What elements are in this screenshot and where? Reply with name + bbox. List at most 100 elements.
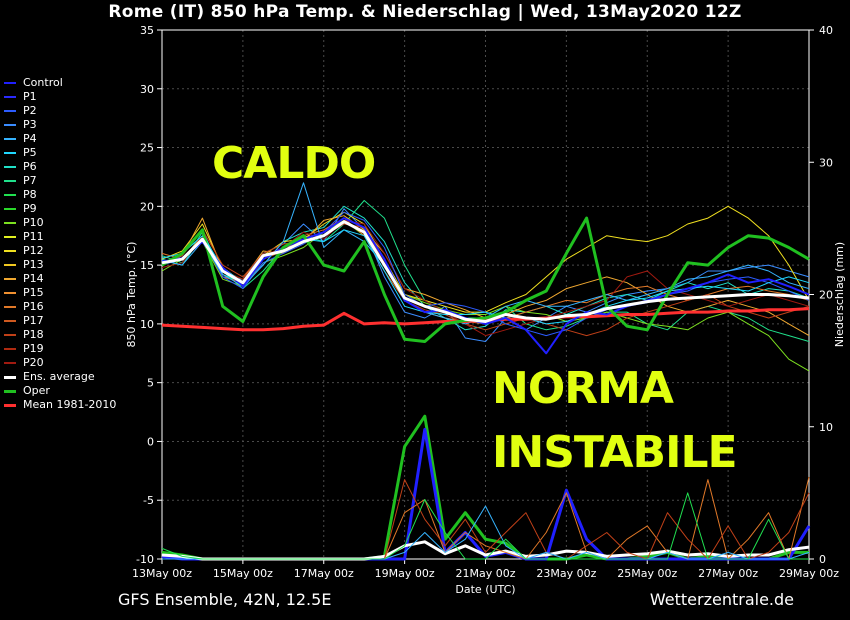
source-credit: Wetterzentrale.de — [649, 590, 794, 609]
legend-item: P1 — [4, 90, 116, 104]
x-tick-label: 13May 00z — [132, 567, 192, 580]
legend-item: P7 — [4, 174, 116, 188]
legend-label: P9 — [23, 202, 37, 215]
y-tick-label: -10 — [136, 553, 154, 566]
legend-swatch — [4, 348, 16, 350]
legend-label: Mean 1981-2010 — [23, 398, 117, 411]
legend-label: Oper — [23, 384, 50, 397]
legend-item: P5 — [4, 146, 116, 160]
model-info: GFS Ensemble, 42N, 12.5E — [118, 590, 332, 609]
legend-swatch — [4, 208, 16, 210]
legend-item: P3 — [4, 118, 116, 132]
legend-swatch — [4, 236, 16, 238]
legend: Control P1 P2 P3 P4 P5 P6 P7 P8 P9 P10 P11 P12 P13 P14… — [4, 76, 116, 412]
legend-item: P16 — [4, 300, 116, 314]
legend-item: Control — [4, 76, 116, 90]
legend-label: P4 — [23, 132, 37, 145]
y2-axis-label: Niederschlag (mm) — [833, 242, 846, 347]
legend-item: P12 — [4, 244, 116, 258]
legend-label: P17 — [23, 314, 44, 327]
y-tick-label: 30 — [140, 83, 154, 96]
legend-label: P6 — [23, 160, 37, 173]
annotation-instabile: INSTABILE — [492, 427, 738, 478]
legend-label: P13 — [23, 258, 44, 271]
legend-item: P10 — [4, 216, 116, 230]
legend-swatch — [4, 96, 16, 98]
series-line — [161, 216, 810, 343]
legend-swatch — [4, 264, 16, 266]
legend-label: P16 — [23, 300, 44, 313]
annotation-norma: NORMA — [492, 363, 674, 414]
legend-swatch — [4, 166, 16, 168]
y2-tick-label: 40 — [819, 24, 833, 37]
legend-item: P11 — [4, 230, 116, 244]
y2-tick-label: 0 — [819, 553, 826, 566]
legend-item: P19 — [4, 342, 116, 356]
x-tick-label: 27May 00z — [698, 567, 758, 580]
legend-item: P4 — [4, 132, 116, 146]
legend-item: P8 — [4, 188, 116, 202]
legend-label: P19 — [23, 342, 44, 355]
member-line — [161, 182, 810, 325]
legend-label: P1 — [23, 90, 37, 103]
legend-label: P11 — [23, 230, 44, 243]
legend-item: P9 — [4, 202, 116, 216]
legend-label: P5 — [23, 146, 37, 159]
x-tick-label: 17May 00z — [294, 567, 354, 580]
legend-swatch — [4, 152, 16, 154]
legend-label: Control — [23, 76, 63, 89]
legend-item: P18 — [4, 328, 116, 342]
legend-swatch — [4, 278, 16, 280]
legend-item: Ens. average — [4, 370, 116, 384]
legend-label: P18 — [23, 328, 44, 341]
legend-label: P8 — [23, 188, 37, 201]
x-tick-label: 21May 00z — [455, 567, 515, 580]
y-axis-label: 850 hPa Temp. (°C) — [125, 242, 138, 348]
legend-swatch — [4, 250, 16, 252]
x-axis-label: Date (UTC) — [455, 583, 515, 596]
y-tick-label: 20 — [140, 200, 154, 213]
legend-item: P17 — [4, 314, 116, 328]
y2-tick-label: 20 — [819, 289, 833, 302]
precip-line — [161, 492, 809, 560]
legend-swatch — [4, 362, 16, 364]
legend-label: P15 — [23, 286, 44, 299]
y-tick-label: 25 — [140, 142, 154, 155]
legend-label: P3 — [23, 118, 37, 131]
legend-swatch — [4, 110, 16, 112]
legend-swatch — [4, 403, 16, 407]
y-tick-label: 5 — [147, 377, 154, 390]
legend-swatch — [4, 180, 16, 182]
legend-swatch — [4, 82, 16, 84]
y-tick-label: 15 — [140, 259, 154, 272]
x-tick-label: 15May 00z — [213, 567, 273, 580]
y2-tick-label: 30 — [819, 156, 833, 169]
legend-item: P20 — [4, 356, 116, 370]
y-tick-label: 0 — [147, 435, 154, 448]
legend-swatch — [4, 292, 16, 294]
x-tick-label: 23May 00z — [536, 567, 596, 580]
annotation-caldo: CALDO — [212, 138, 376, 189]
member-line — [161, 219, 810, 372]
legend-label: P14 — [23, 272, 44, 285]
legend-item: P14 — [4, 272, 116, 286]
legend-swatch — [4, 222, 16, 224]
legend-swatch — [4, 334, 16, 336]
x-tick-label: 25May 00z — [617, 567, 677, 580]
legend-swatch — [4, 389, 16, 393]
legend-label: P2 — [23, 104, 37, 117]
legend-swatch — [4, 320, 16, 322]
legend-swatch — [4, 306, 16, 308]
plot-frame — [161, 29, 810, 560]
y-tick-label: 35 — [140, 24, 154, 37]
x-tick-label: 29May 00z — [779, 567, 839, 580]
legend-label: P7 — [23, 174, 37, 187]
legend-label: P10 — [23, 216, 44, 229]
x-tick-label: 19May 00z — [375, 567, 435, 580]
legend-swatch — [4, 194, 16, 196]
legend-swatch — [4, 138, 16, 140]
y-tick-label: 10 — [140, 318, 154, 331]
legend-item: P15 — [4, 286, 116, 300]
legend-item: Mean 1981-2010 — [4, 398, 116, 412]
legend-item: P6 — [4, 160, 116, 174]
